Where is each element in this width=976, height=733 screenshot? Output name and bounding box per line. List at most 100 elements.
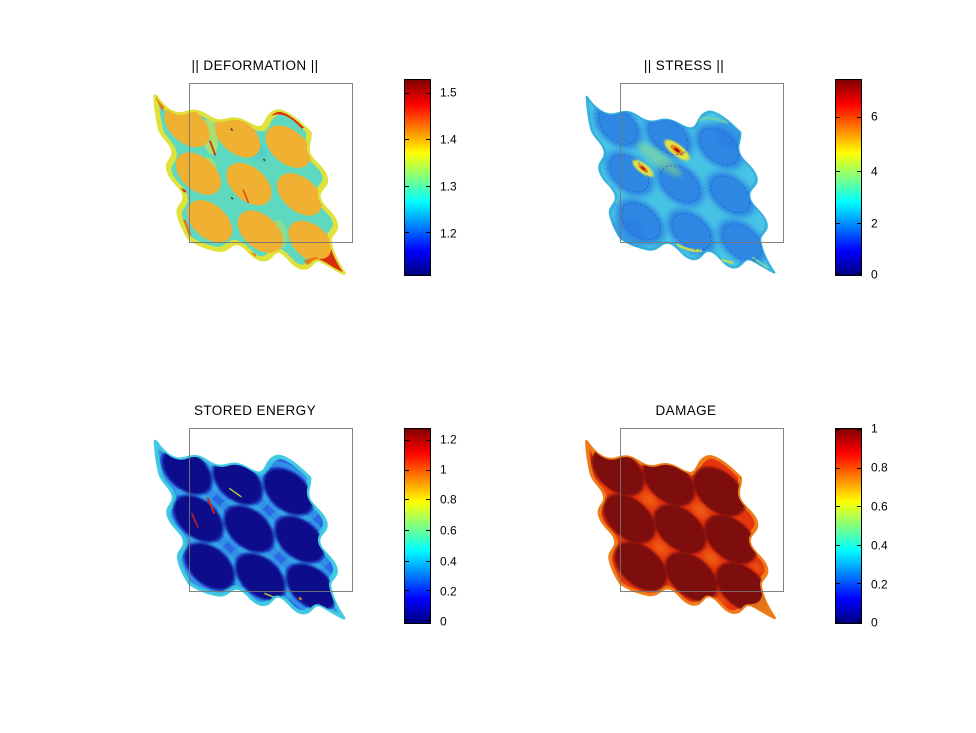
colorbar-tick-mark <box>857 583 861 585</box>
contact-speck <box>230 128 233 131</box>
colorbar-tick-mark <box>426 590 430 592</box>
colorbar-stress: 6 4 2 0 <box>835 79 905 282</box>
inclusion-damage <box>715 562 769 612</box>
inclusion-deformation <box>175 152 221 195</box>
crack-red <box>190 513 199 528</box>
inclusion-stored-energy <box>263 468 314 516</box>
colorbar-tick-label: 0 <box>871 267 878 282</box>
crack-red <box>242 189 250 203</box>
colorbar-tick-mark <box>405 439 409 441</box>
crack-red <box>208 140 217 156</box>
unit-cell-box-deformation <box>189 83 353 243</box>
colorbar-tick-label: 1.2 <box>440 432 457 447</box>
colorbar-tick-mark <box>426 439 430 441</box>
gap-orange-dot-edge <box>752 563 762 572</box>
inclusion-damage <box>614 541 668 592</box>
inclusion-deformation <box>164 104 210 148</box>
inclusion-damage <box>602 493 656 544</box>
unit-cell-box-stress <box>620 83 784 243</box>
colorbar-tick-mark <box>836 171 840 173</box>
corner-spike-bottom-right <box>749 593 775 618</box>
colorbar-tick-mark <box>426 139 430 141</box>
inclusion-stress <box>667 208 716 255</box>
colorbar-tick-label: 0.6 <box>440 523 457 538</box>
colorbar-tick-mark <box>426 232 430 234</box>
inclusion-damage <box>704 514 758 565</box>
inclusion-stress <box>593 103 643 149</box>
colorbar-tick-mark <box>857 621 861 623</box>
unit-cell-box-stored-energy <box>189 428 353 592</box>
colorbar-damage: 1 0.8 0.6 0.4 0.2 0 <box>835 422 905 630</box>
unit-cell-box-damage <box>620 428 784 592</box>
gap-orange-dot <box>652 540 669 556</box>
inclusion-damage <box>664 551 718 602</box>
colorbar-tick-mark <box>857 222 861 224</box>
colorbar-tick-label: 0 <box>871 615 878 630</box>
colorbar-tick-label: 0.8 <box>871 460 888 475</box>
colorbar-tick-mark <box>426 185 430 187</box>
inclusion-stored-energy <box>184 542 235 590</box>
colorbar-tick-mark <box>405 499 409 501</box>
colorbar-deformation: 1.5 1.4 1.3 1.2 <box>404 79 474 276</box>
bottom-orange-dot <box>298 597 302 601</box>
colorbar-tick-label: 0.2 <box>871 577 888 592</box>
colorbar-tick-label: 1.2 <box>440 226 457 241</box>
colorbar-tick-mark <box>836 583 840 585</box>
title-stress: || STRESS || <box>643 58 725 73</box>
subplot-stress-field <box>579 85 779 277</box>
colorbar-gradient-deformation <box>404 79 431 276</box>
colorbar-tick-label: 2 <box>871 216 878 231</box>
inclusion-deformation <box>226 162 272 206</box>
colorbar-tick-label: 1 <box>871 421 878 436</box>
inclusions-deformation <box>164 104 334 264</box>
colorbar-tick-mark <box>857 467 861 469</box>
colorbar-tick-mark <box>405 530 409 532</box>
inclusion-deformation <box>288 220 334 264</box>
colorbar-tick-label: 1.5 <box>440 85 457 100</box>
crack-yellow <box>228 487 242 498</box>
colorbar-tick-mark <box>857 506 861 508</box>
colorbar-tick-mark <box>426 499 430 501</box>
colorbar-tick-label: 1.3 <box>440 179 457 194</box>
colorbar-tick-label: 4 <box>871 164 878 179</box>
corner-spike-bottom-right <box>318 248 344 273</box>
colorbar-tick-label: 0.6 <box>871 499 888 514</box>
colorbar-tick-mark <box>405 185 409 187</box>
subplot-deformation-field <box>148 85 348 277</box>
inclusion-stress <box>717 219 767 265</box>
colorbar-tick-label: 0 <box>440 614 447 629</box>
colorbar-tick-mark <box>857 116 861 118</box>
colorbar-gradient-stress <box>835 79 862 276</box>
colorbar-tick-label: 6 <box>871 109 878 124</box>
colorbar-tick-mark <box>405 560 409 562</box>
colorbar-tick-label: 1.4 <box>440 132 457 147</box>
colorbar-gradient-stored-energy <box>404 428 431 624</box>
inclusion-stored-energy <box>286 563 336 611</box>
colorbar-tick-label: 0.4 <box>871 538 888 553</box>
inclusion-deformation <box>265 125 311 168</box>
colorbar-tick-mark <box>426 620 430 622</box>
crack-red <box>206 497 216 514</box>
subplot-damage-field <box>579 430 779 622</box>
colorbar-tick-mark <box>836 506 840 508</box>
title-deformation: || DEFORMATION || <box>191 58 319 73</box>
colorbar-tick-mark <box>405 620 409 622</box>
colorbar-tick-mark <box>836 222 840 224</box>
colorbar-tick-mark <box>405 92 409 94</box>
inclusions-damage <box>591 446 769 612</box>
colorbar-tick-mark <box>836 621 840 623</box>
hotspot-2-red <box>640 166 646 171</box>
colorbar-tick-mark <box>405 139 409 141</box>
inclusion-ring-stress <box>609 154 650 193</box>
gap-orange-dot <box>703 550 719 566</box>
colorbar-tick-mark <box>405 590 409 592</box>
colorbar-tick-mark <box>857 428 861 430</box>
inclusion-deformation <box>215 115 261 158</box>
inclusion-stress <box>706 171 755 218</box>
colorbar-tick-mark <box>857 273 861 275</box>
gap-orange-dot <box>691 502 708 518</box>
colorbar-tick-mark <box>836 116 840 118</box>
contact-speck <box>262 158 266 162</box>
